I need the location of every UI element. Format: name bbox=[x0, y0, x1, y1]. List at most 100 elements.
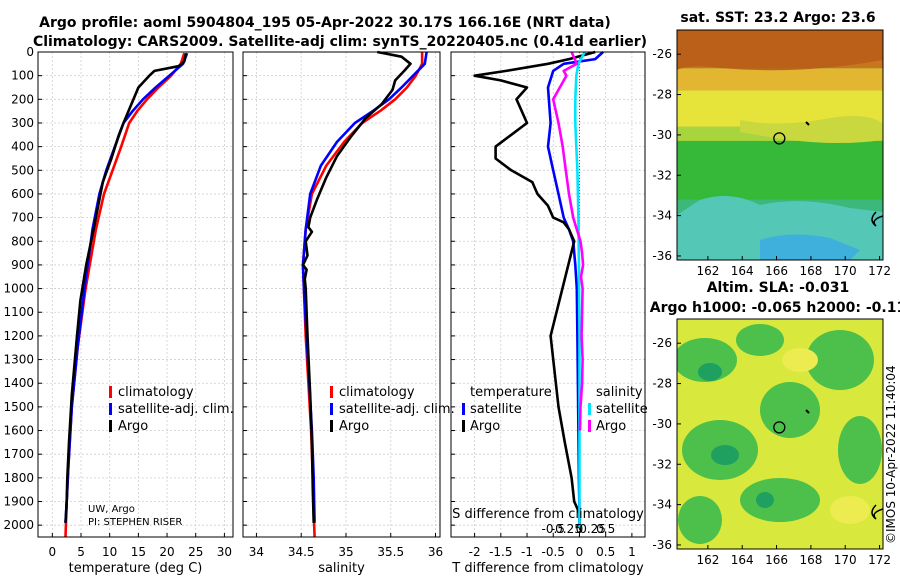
sla-features bbox=[677, 324, 883, 544]
sla-high-patch bbox=[830, 496, 870, 524]
x-tick-label: -1 bbox=[521, 545, 533, 559]
legend-label-satellite: satellite-adj. clim. bbox=[339, 402, 455, 417]
sla-high-patch bbox=[782, 348, 818, 372]
x-tick-label: 0.5 bbox=[596, 545, 615, 559]
plot-frame bbox=[37, 51, 234, 538]
sla-deep-low bbox=[711, 445, 739, 465]
legend-label-climatology: climatology bbox=[118, 385, 194, 400]
series-line-salinity-argo bbox=[551, 51, 585, 431]
legend-marker-temperature-argo bbox=[462, 420, 465, 432]
legend-label-temperature-satellite: satellite bbox=[470, 402, 522, 417]
map-y-tick-label: -36 bbox=[652, 249, 672, 263]
temperature-legend: climatology satellite-adj. clim. Argo bbox=[109, 385, 234, 434]
map-y-tick-label: -34 bbox=[652, 498, 672, 512]
map-x-tick-label: 164 bbox=[731, 553, 754, 567]
sst-map: 162 164 166 168 170 172 -26 -28 -30 -32 -34 -36 bbox=[652, 29, 891, 278]
legend-marker-temperature-satellite bbox=[462, 403, 465, 415]
legend-label-climatology: climatology bbox=[339, 385, 415, 400]
y-tick-label: 1700 bbox=[3, 447, 34, 461]
legend-header-salinity: salinity bbox=[596, 385, 643, 400]
y-tick-label: 200 bbox=[11, 92, 34, 106]
sst-map-frame bbox=[676, 29, 884, 261]
x-tick-label: 0 bbox=[576, 545, 584, 559]
y-tick-label: 1000 bbox=[3, 282, 34, 296]
x-tick-label: 5 bbox=[77, 545, 85, 559]
map-x-tick-label: 164 bbox=[731, 264, 754, 278]
sla-low-patch bbox=[678, 496, 722, 544]
map-y-tick-label: -30 bbox=[652, 128, 672, 142]
sla-low-patch bbox=[736, 324, 784, 356]
y-tick-label: 1200 bbox=[3, 329, 34, 343]
map-y-tick-label: -26 bbox=[652, 336, 672, 350]
series-line-climatology bbox=[301, 52, 424, 538]
y-tick-label: 300 bbox=[11, 116, 34, 130]
legend-marker-satellite bbox=[109, 403, 112, 415]
y-tick-label: 800 bbox=[11, 234, 34, 248]
x-tick-label: -1.5 bbox=[489, 545, 512, 559]
temperature-profile-panel: 0 5 10 15 20 25 30 temperature (deg C) 0 100 200 30… bbox=[3, 45, 234, 576]
series-line-salinity-satellite bbox=[573, 51, 586, 528]
y-tick-label: 1100 bbox=[3, 305, 34, 319]
float-owner-note: UW, Argo bbox=[88, 504, 135, 515]
salinity-legend: climatology satellite-adj. clim. Argo bbox=[330, 385, 455, 434]
map-x-tick-label: 162 bbox=[696, 264, 719, 278]
sst-island bbox=[871, 211, 883, 227]
x-axis-label: salinity bbox=[318, 561, 365, 576]
sla-map-frame bbox=[676, 318, 884, 550]
sst-mixed-patch bbox=[740, 116, 883, 143]
difference-profile-panel: -2 -1.5 -1 -0.5 0 0.5 1 T difference from clima… bbox=[450, 50, 646, 576]
legend-marker-climatology bbox=[109, 386, 112, 398]
y-tick-label: 700 bbox=[11, 211, 34, 225]
map-x-tick-label: 168 bbox=[799, 264, 822, 278]
y-tick-label: 1800 bbox=[3, 471, 34, 485]
y-tick-label: 1900 bbox=[3, 495, 34, 509]
sst-band bbox=[677, 140, 883, 200]
y-tick-label: 1400 bbox=[3, 376, 34, 390]
legend-label-temperature-argo: Argo bbox=[470, 419, 500, 434]
sla-low-patch bbox=[740, 478, 820, 522]
sla-small-island bbox=[805, 409, 810, 414]
x-tick-label: 10 bbox=[102, 545, 117, 559]
figure-title-line2: Climatology: CARS2009. Satellite-adj cli… bbox=[33, 34, 647, 50]
sla-island bbox=[871, 504, 883, 520]
x-tick-label: 20 bbox=[159, 545, 174, 559]
sla-map-title: Altim. SLA: -0.031 bbox=[707, 280, 850, 296]
legend-header-temperature: temperature bbox=[470, 385, 552, 400]
map-x-tick-label: 170 bbox=[834, 553, 857, 567]
x-tick-label: 34.5 bbox=[288, 545, 315, 559]
map-x-tick-label: 172 bbox=[868, 264, 891, 278]
legend-label-argo: Argo bbox=[339, 419, 369, 434]
sla-low-patch bbox=[760, 382, 820, 438]
legend-marker-satellite bbox=[330, 403, 333, 415]
sla-profile-marker bbox=[773, 421, 786, 434]
y-tick-label: 0 bbox=[26, 45, 34, 59]
x-tick-label: 30 bbox=[217, 545, 232, 559]
legend-marker-salinity-argo bbox=[588, 420, 591, 432]
map-x-tick-label: 166 bbox=[765, 264, 788, 278]
sla-deep-low bbox=[756, 492, 774, 508]
legend-marker-salinity-satellite bbox=[588, 403, 591, 415]
sst-map-title: sat. SST: 23.2 Argo: 23.6 bbox=[680, 10, 875, 26]
legend-marker-climatology bbox=[330, 386, 333, 398]
y-tick-label: 1500 bbox=[3, 400, 34, 414]
sla-deep-low bbox=[698, 363, 722, 381]
x-tick-label: 36 bbox=[428, 545, 443, 559]
x-tick-label: 35 bbox=[338, 545, 353, 559]
map-x-tick-label: 166 bbox=[765, 553, 788, 567]
sst-small-island bbox=[805, 121, 810, 126]
sla-map-subtitle: Argo h1000: -0.065 h2000: -0.11 bbox=[650, 300, 900, 316]
map-y-tick-label: -28 bbox=[652, 377, 672, 391]
x-tick-label: -0.5 bbox=[542, 545, 565, 559]
y-tick-label: 900 bbox=[11, 258, 34, 272]
difference-legend: temperature salinity satellite Argo sate… bbox=[462, 385, 648, 434]
legend-label-salinity-argo: Argo bbox=[596, 419, 626, 434]
map-y-tick-label: -28 bbox=[652, 88, 672, 102]
x-tick-label: 15 bbox=[131, 545, 146, 559]
plot-frame bbox=[450, 51, 646, 538]
sst-warm-patch bbox=[677, 30, 883, 71]
x-tick-label: 34 bbox=[249, 545, 264, 559]
map-y-tick-label: -26 bbox=[652, 47, 672, 61]
plot-frame bbox=[242, 51, 441, 538]
y-tick-label: 600 bbox=[11, 187, 34, 201]
map-y-tick-label: -32 bbox=[652, 457, 672, 471]
